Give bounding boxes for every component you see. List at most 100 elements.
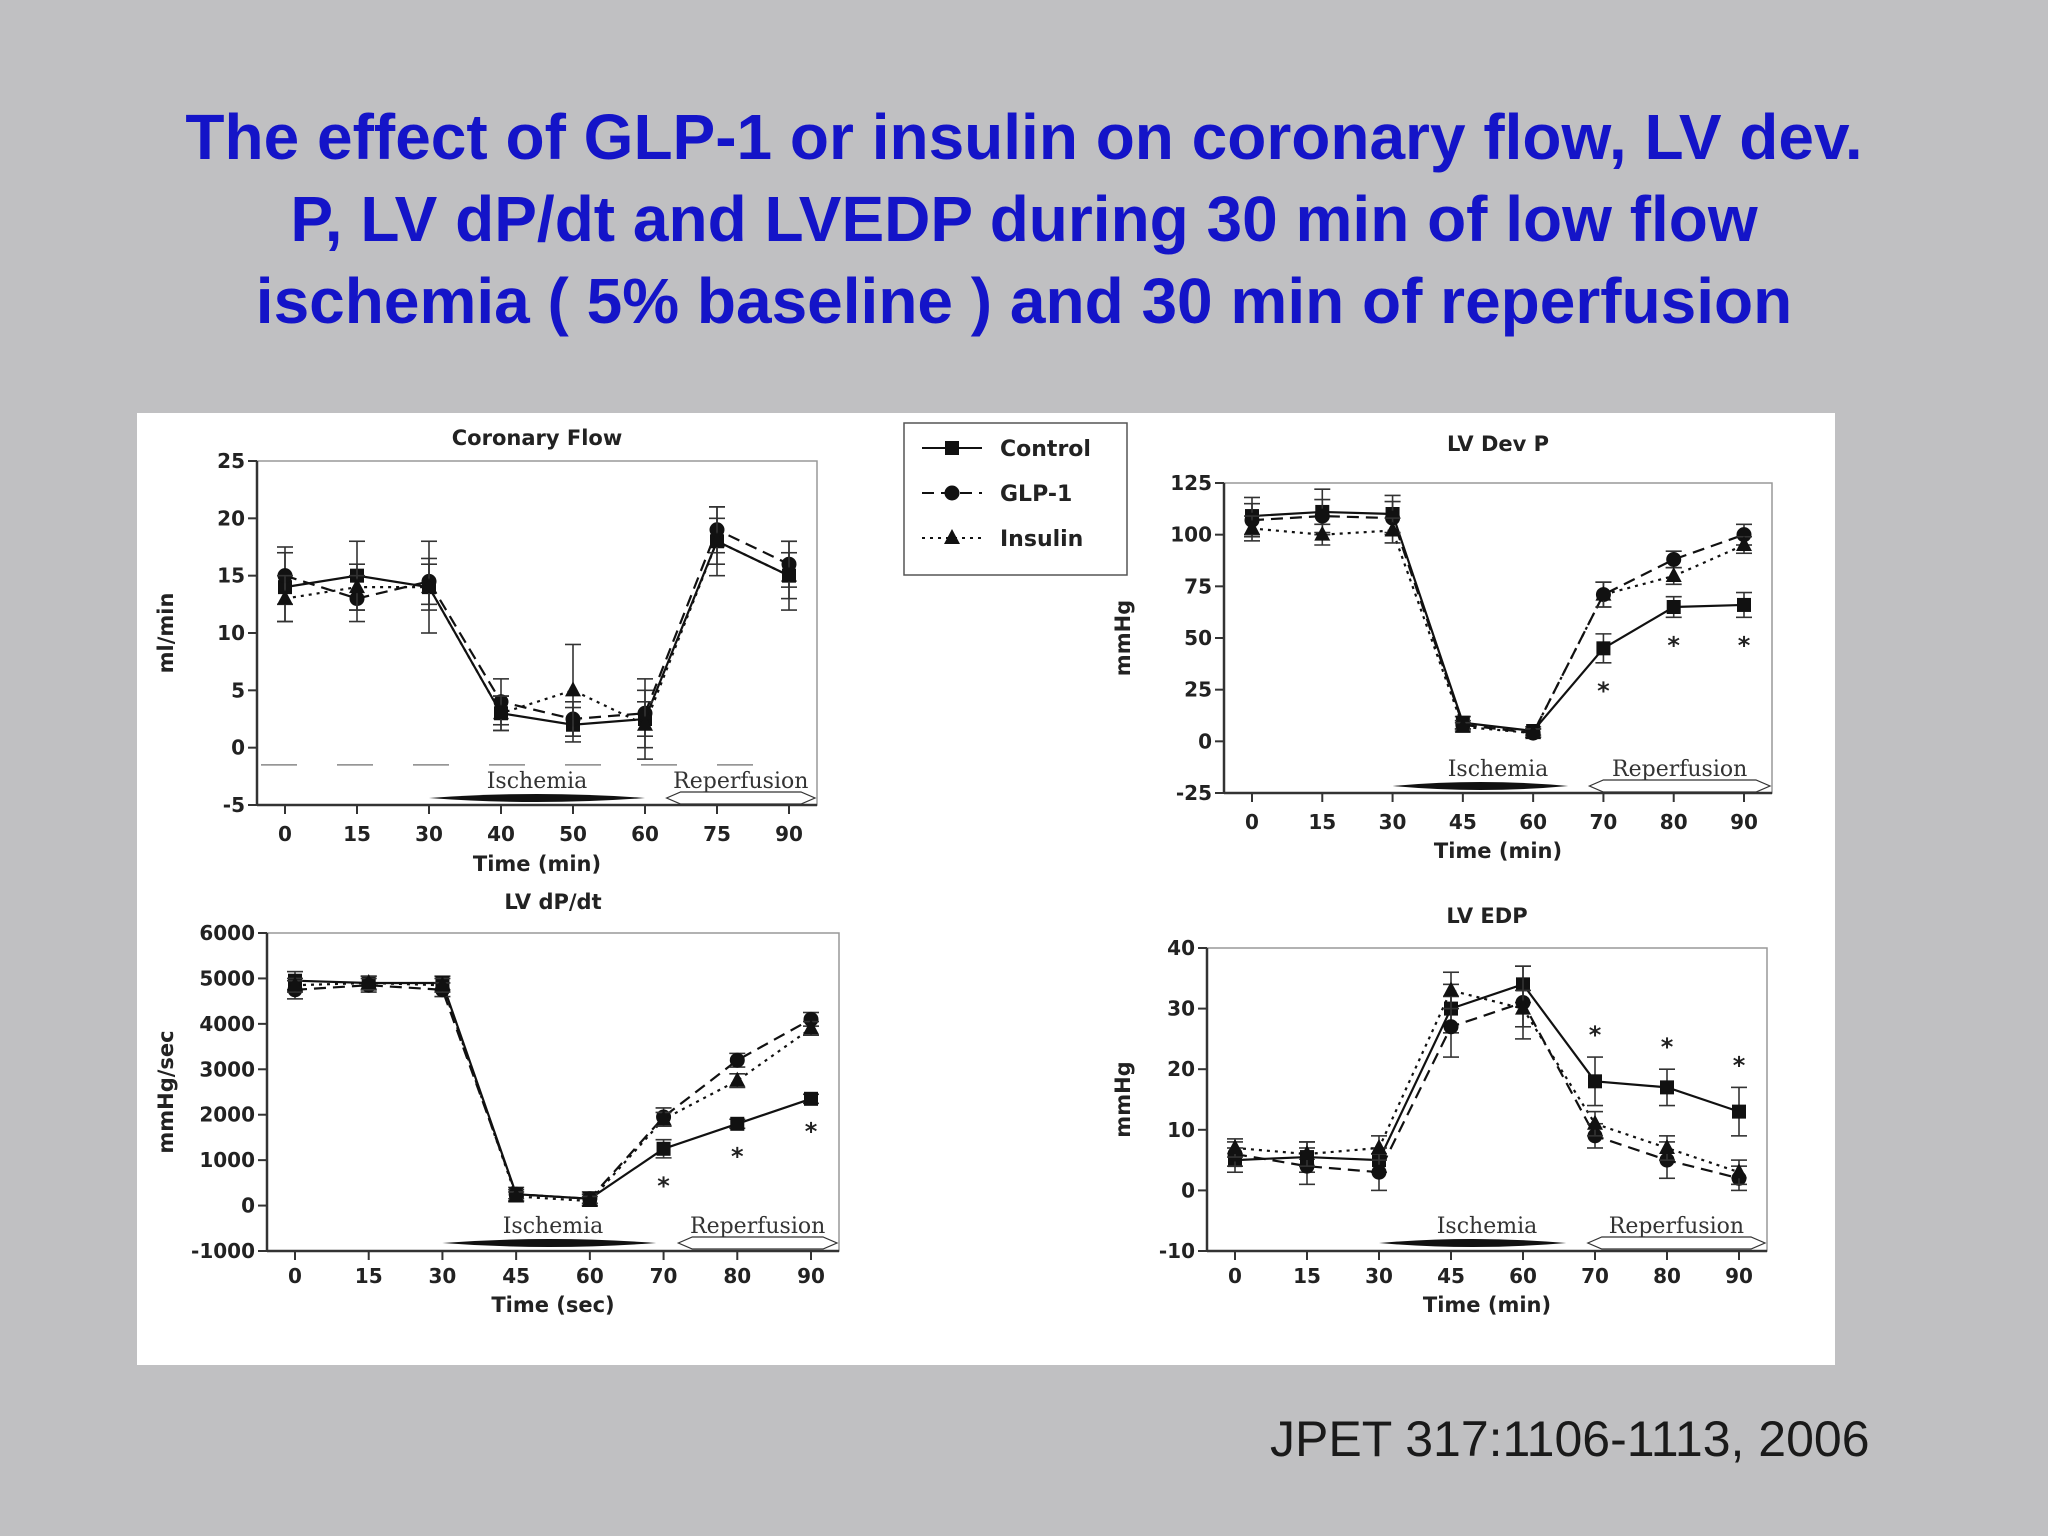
x-tick-label: 15 <box>1308 810 1336 834</box>
y-tick-label: 6000 <box>199 921 255 945</box>
y-tick-label: 5 <box>231 678 245 702</box>
series-line <box>284 539 790 727</box>
data-point <box>1596 641 1611 656</box>
ischemia-label: Ischemia <box>1437 1214 1538 1239</box>
plot-frame <box>1206 947 1768 1252</box>
significance-star: * <box>1667 631 1680 659</box>
ischemia-bar <box>429 794 645 802</box>
x-axis-title: Time (min) <box>1423 1293 1551 1317</box>
data-point <box>1588 1074 1602 1089</box>
ischemia-bar <box>442 1239 657 1247</box>
y-tick-label: 100 <box>1170 523 1212 547</box>
x-tick-label: 30 <box>415 822 443 846</box>
data-point <box>277 589 293 605</box>
y-tick-label: -5 <box>223 793 245 817</box>
slide-title: The effect of GLP-1 or insulin on corona… <box>60 96 1988 342</box>
y-tick-label: -1000 <box>191 1239 255 1263</box>
data-point <box>1665 567 1682 582</box>
reperfusion-bar <box>1587 779 1772 793</box>
y-tick-label: 0 <box>1181 1178 1195 1202</box>
y-tick-label: 2000 <box>199 1103 255 1127</box>
x-tick-label: 70 <box>1590 810 1618 834</box>
data-point <box>781 566 797 582</box>
y-axis-title: mmHg/sec <box>154 1030 178 1153</box>
y-tick-label: 15 <box>217 564 245 588</box>
chart-title: LV EDP <box>1446 904 1527 928</box>
x-tick-label: 15 <box>355 1264 383 1288</box>
y-tick-label: 0 <box>231 736 245 760</box>
x-tick-label: 50 <box>559 822 587 846</box>
series-line <box>1251 510 1745 733</box>
data-point <box>804 1091 818 1106</box>
y-tick-label: -25 <box>1176 781 1212 805</box>
chart-panel-4: LV EDP -10 0 10 20 30 40 0 15 30 45 60 70 80 90 Time (m… <box>1111 904 1768 1317</box>
data-point <box>360 973 377 989</box>
data-point <box>1660 1080 1674 1095</box>
ischemia-label: Ischemia <box>487 769 588 794</box>
series-glp-1 <box>287 977 819 1207</box>
significance-star: * <box>1589 1021 1602 1049</box>
data-point <box>421 578 437 594</box>
series-insulin <box>277 517 797 749</box>
legend-marker-3 <box>944 529 960 544</box>
chart-panel-3: LV dP/dt -1000 0 1000 2000 3000 4000 5000 6000 0 1… <box>154 890 840 1317</box>
ischemia-bar <box>1379 1239 1567 1247</box>
figure-svg: Control GLP-1 Insulin Coronary Flow -5 0 5 10 1… <box>154 422 1773 1317</box>
data-point <box>493 704 509 720</box>
x-tick-label: 40 <box>487 822 515 846</box>
plot-frame <box>256 460 818 806</box>
y-tick-label: 0 <box>241 1194 255 1218</box>
y-tick-label: 30 <box>1167 997 1195 1021</box>
data-point <box>709 532 725 548</box>
series-line <box>1251 514 1745 735</box>
reperfusion-label: Reperfusion <box>1612 757 1747 782</box>
y-tick-label: -10 <box>1159 1239 1195 1263</box>
data-point <box>803 1011 819 1027</box>
significance-star: * <box>657 1172 670 1200</box>
data-point <box>655 1110 672 1126</box>
legend: Control GLP-1 Insulin <box>903 422 1128 576</box>
legend-label-2: GLP-1 <box>1000 482 1072 507</box>
x-tick-label: 30 <box>429 1264 457 1288</box>
data-point <box>1736 527 1752 543</box>
y-tick-label: 125 <box>1170 471 1212 495</box>
ischemia-label: Ischemia <box>1448 757 1549 782</box>
data-point <box>1732 1104 1746 1119</box>
reperfusion-label: Reperfusion <box>690 1214 825 1239</box>
x-tick-label: 90 <box>1725 1264 1753 1288</box>
title-line-3: ischemia ( 5% baseline ) and 30 min of r… <box>255 265 1793 337</box>
y-tick-label: 10 <box>1167 1118 1195 1142</box>
chart-title: Coronary Flow <box>452 426 622 450</box>
plot-frame <box>1223 482 1773 794</box>
data-point <box>803 1019 819 1035</box>
y-tick-label: 3000 <box>199 1057 255 1081</box>
y-tick-label: 25 <box>1184 678 1212 702</box>
x-tick-label: 45 <box>1437 1264 1465 1288</box>
data-point <box>729 1052 745 1068</box>
series-line <box>294 984 812 1200</box>
series-control <box>1244 488 1752 738</box>
figure-panel: Control GLP-1 Insulin Coronary Flow -5 0 5 10 1… <box>137 413 1835 1365</box>
series-line <box>294 981 812 1203</box>
x-axis-title: Time (min) <box>473 852 601 876</box>
title-line-1: The effect of GLP-1 or insulin on corona… <box>185 101 1863 173</box>
data-point <box>1666 600 1681 614</box>
y-tick-label: 4000 <box>199 1012 255 1036</box>
x-tick-label: 60 <box>576 1264 604 1288</box>
series-insulin <box>1244 515 1752 740</box>
reperfusion-bar <box>676 1236 839 1250</box>
ischemia-label: Ischemia <box>503 1214 604 1239</box>
y-tick-label: 0 <box>1198 729 1212 753</box>
data-point <box>729 1071 746 1087</box>
y-tick-label: 20 <box>217 506 245 530</box>
data-point <box>1314 525 1331 541</box>
chart-title: LV dP/dt <box>504 890 601 914</box>
y-tick-label: 75 <box>1184 574 1212 598</box>
x-tick-label: 0 <box>1228 1264 1242 1288</box>
data-point <box>1736 536 1752 551</box>
significance-star: * <box>1738 631 1751 659</box>
data-point <box>508 1187 525 1203</box>
data-point <box>1731 1163 1747 1179</box>
x-tick-label: 75 <box>703 822 731 846</box>
data-point <box>1443 981 1459 997</box>
